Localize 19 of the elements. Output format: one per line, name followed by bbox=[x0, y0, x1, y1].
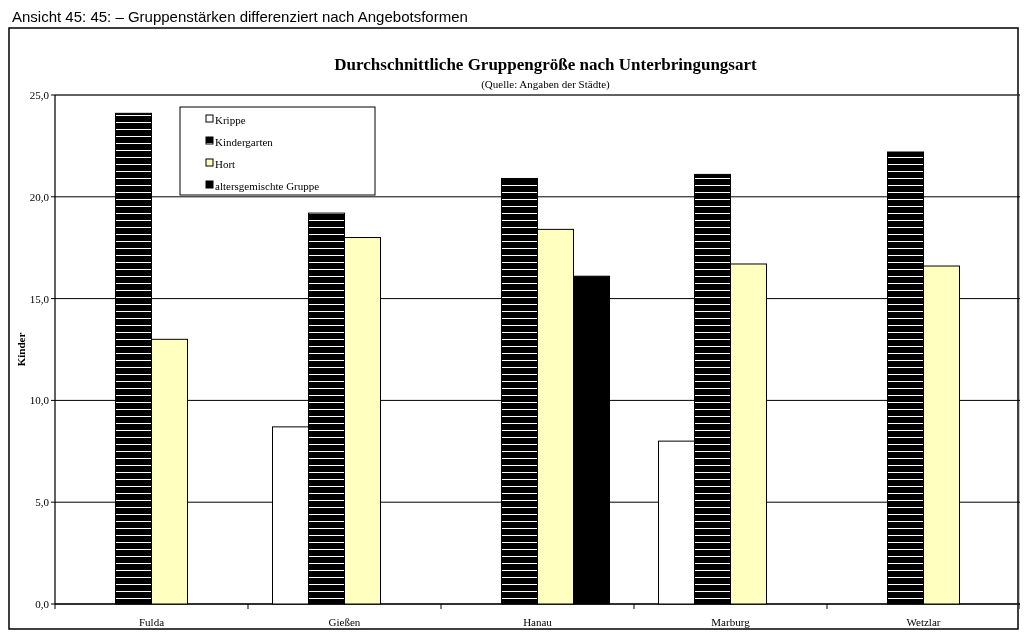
legend-label: altersgemischte Gruppe bbox=[215, 180, 320, 192]
y-axis-title: Kinder bbox=[15, 332, 27, 367]
x-tick-label: Marburg bbox=[711, 616, 751, 628]
x-tick-label: Wetzlar bbox=[906, 616, 941, 628]
legend-label: Kindergarten bbox=[215, 136, 274, 148]
x-tick-label: Gießen bbox=[328, 616, 361, 628]
text: Ansicht 45: 45: – Gruppenstärken differenziert nach Angebotsformen bbox=[12, 8, 468, 25]
y-tick-label: 20,0 bbox=[29, 190, 50, 203]
x-tick-label: Hanau bbox=[523, 616, 553, 628]
y-tick-label: 5,0 bbox=[35, 496, 50, 509]
legend-label: Hort bbox=[215, 158, 236, 170]
y-tick-label: 10,0 bbox=[29, 394, 50, 407]
legend-label: Krippe bbox=[215, 114, 246, 126]
y-tick-label: 25,0 bbox=[29, 89, 50, 101]
x-tick-label: Fulda bbox=[138, 616, 165, 628]
y-tick-label: 15,0 bbox=[29, 292, 50, 305]
y-tick-label: 0,0 bbox=[35, 598, 50, 610]
chart-subtitle: (Quelle: Angaben der Städte) bbox=[481, 78, 611, 91]
chart-title: Durchschnittliche Gruppengröße nach Unterbringungsart bbox=[334, 55, 758, 74]
